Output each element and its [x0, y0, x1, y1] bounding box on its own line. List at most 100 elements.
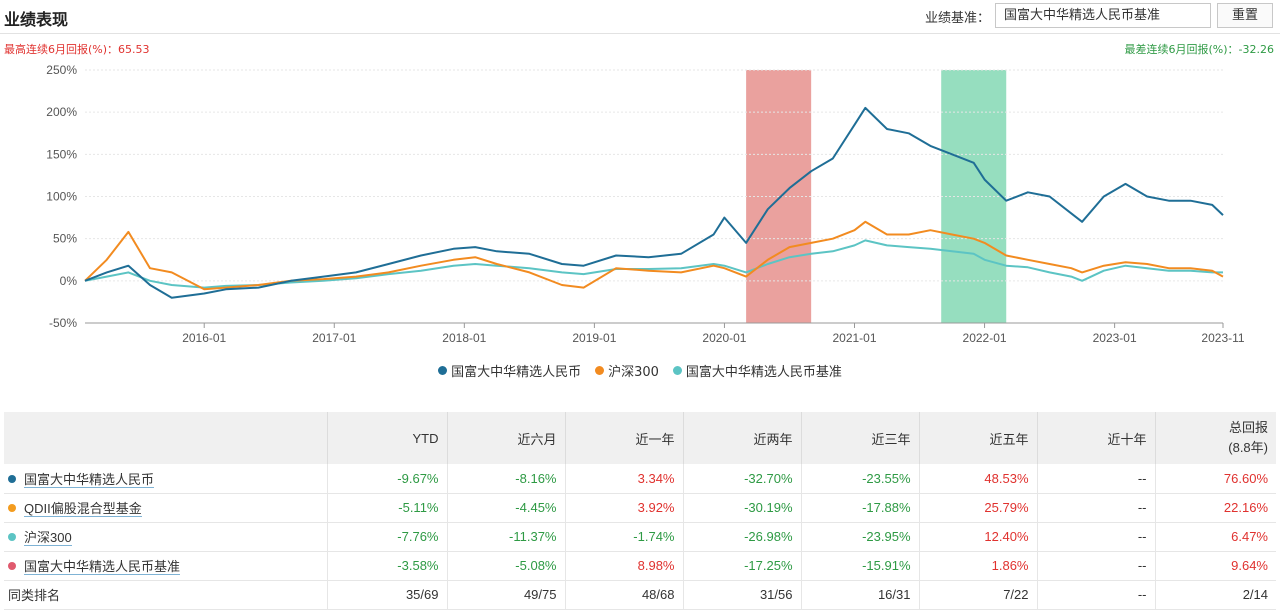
reset-button[interactable]: 重置	[1217, 3, 1273, 28]
row-name-link[interactable]: QDII偏股混合型基金	[24, 501, 142, 517]
y-tick-label: 0%	[60, 274, 78, 288]
row-name-link[interactable]: 沪深300	[24, 530, 72, 546]
x-tick-label: 2023-11	[1201, 331, 1244, 345]
rank-cell: 35/69	[327, 579, 448, 610]
table-cell: -7.76%	[327, 522, 448, 552]
x-tick-label: 2021-01	[832, 331, 876, 345]
table-row: 国富大中华精选人民币基准 -3.58% -5.08% 8.98% -17.25% -15.…	[4, 551, 1276, 581]
x-tick-label: 2016-01	[182, 331, 226, 345]
table-cell: -5.08%	[447, 551, 566, 581]
x-tick-label: 2022-01	[963, 331, 1007, 345]
column-header: 近六月	[447, 412, 566, 464]
table-cell: -15.91%	[801, 551, 920, 581]
rank-cell: 31/56	[683, 579, 802, 610]
table-cell: -11.37%	[447, 522, 566, 552]
performance-table: YTD 近六月 近一年 近两年 近三年 近五年 近十年 总回报 (8.8年) 国富大中华精选人民…	[4, 412, 1276, 610]
table-cell: -32.70%	[683, 464, 802, 494]
table-cell: 76.60%	[1155, 464, 1276, 494]
benchmark-label: 业绩基准：	[924, 11, 990, 26]
table-cell: -3.58%	[327, 551, 448, 581]
series-dot	[8, 474, 16, 483]
table-header-row: YTD 近六月 近一年 近两年 近三年 近五年 近十年 总回报 (8.8年)	[4, 412, 1276, 464]
table-cell: -23.55%	[801, 464, 920, 494]
header: 业绩表现 业绩基准： 国富大中华精选人民币基准 重置	[0, 0, 1280, 34]
rank-cell: --	[1037, 579, 1156, 610]
legend-label: 沪深300	[608, 365, 659, 380]
table-cell: -1.74%	[565, 522, 684, 552]
row-name-link[interactable]: 国富大中华精选人民币基准	[24, 559, 181, 575]
table-cell: 1.86%	[919, 551, 1038, 581]
benchmark-select[interactable]: 国富大中华精选人民币基准	[995, 3, 1211, 28]
x-tick-label: 2018-01	[442, 331, 486, 345]
x-tick-label: 2017-01	[312, 331, 356, 345]
row-name-cell: QDII偏股混合型基金	[4, 493, 328, 523]
column-header: 近三年	[801, 412, 920, 464]
series-line-0	[84, 106, 1224, 299]
table-cell: -26.98%	[683, 522, 802, 552]
y-tick-label: -50%	[49, 316, 77, 330]
legend-item[interactable]: 国富大中华精选人民币基准	[672, 361, 842, 380]
performance-chart[interactable]: 250% 200% 150% 100% 50% 0% -50% 2016-01 2017-01 2…	[0, 55, 1280, 355]
table-cell: -17.88%	[801, 493, 920, 523]
rank-cell: 48/68	[565, 579, 684, 610]
table-cell: -5.11%	[327, 493, 448, 523]
table-cell: -4.45%	[447, 493, 566, 523]
rank-cell: 7/22	[919, 579, 1038, 610]
y-tick-label: 250%	[46, 63, 77, 77]
table-cell: 22.16%	[1155, 493, 1276, 523]
table-cell: -30.19%	[683, 493, 802, 523]
table-cell: -17.25%	[683, 551, 802, 581]
series-dot	[8, 533, 16, 541]
x-tick-label: 2019-01	[572, 331, 616, 345]
header-divider	[0, 33, 1280, 34]
legend-label: 国富大中华精选人民币基准	[685, 365, 842, 380]
table-cell: 9.64%	[1155, 551, 1276, 581]
row-name-cell: 国富大中华精选人民币	[4, 464, 328, 494]
table-row: QDII偏股混合型基金 -5.11% -4.45% 3.92% -30.19% -17.8…	[4, 493, 1276, 523]
table-cell: --	[1037, 464, 1156, 494]
column-header: 近五年	[919, 412, 1038, 464]
legend-dot	[672, 366, 682, 375]
rank-cell: 16/31	[801, 579, 920, 610]
worst-6m-return: 最差连续6月回报(%)：-32.26	[1124, 43, 1275, 56]
column-header	[4, 412, 328, 464]
column-header: YTD	[327, 412, 448, 464]
table-cell: -9.67%	[327, 464, 448, 494]
table-cell: 12.40%	[919, 522, 1038, 552]
rank-cell: 2/14	[1155, 579, 1276, 610]
y-tick-label: 200%	[46, 105, 77, 119]
y-tick-label: 150%	[46, 147, 77, 161]
y-tick-label: 100%	[46, 190, 77, 204]
rank-cell: 49/75	[447, 579, 566, 610]
chart-legend: 国富大中华精选人民币 沪深300 国富大中华精选人民币基准	[0, 361, 1280, 380]
column-header: 近一年	[565, 412, 684, 464]
table-cell: 48.53%	[919, 464, 1038, 494]
column-header: 近十年	[1037, 412, 1156, 464]
series-dot	[8, 504, 16, 512]
x-tick-label: 2023-01	[1093, 331, 1137, 345]
table-cell: -23.95%	[801, 522, 920, 552]
table-cell: 8.98%	[565, 551, 684, 581]
y-tick-label: 50%	[53, 232, 77, 246]
rank-row: 同类排名 35/69 49/75 48/68 31/56 16/31 7/22 -- 2/14	[4, 579, 1276, 610]
series-line-2	[84, 239, 1223, 289]
row-name-link[interactable]: 国富大中华精选人民币	[24, 471, 155, 488]
table-cell: 6.47%	[1155, 522, 1276, 552]
row-name-cell: 国富大中华精选人民币基准	[4, 551, 328, 581]
series-line-1	[84, 220, 1224, 291]
legend-dot	[595, 366, 605, 375]
table-cell: 25.79%	[919, 493, 1038, 523]
legend-label: 国富大中华精选人民币	[451, 365, 582, 380]
table-cell: --	[1037, 493, 1156, 523]
best-6m-return: 最高连续6月回报(%)：65.53	[4, 43, 150, 56]
table-cell: 3.92%	[565, 493, 684, 523]
series-dot	[8, 562, 16, 570]
legend-item[interactable]: 沪深300	[595, 361, 659, 380]
legend-dot	[438, 366, 448, 375]
table-cell: --	[1037, 551, 1156, 581]
table-cell: -8.16%	[447, 464, 566, 494]
page-title: 业绩表现	[4, 10, 69, 29]
table-cell: --	[1037, 522, 1156, 552]
legend-item[interactable]: 国富大中华精选人民币	[438, 361, 581, 380]
rank-label: 同类排名	[4, 579, 328, 610]
